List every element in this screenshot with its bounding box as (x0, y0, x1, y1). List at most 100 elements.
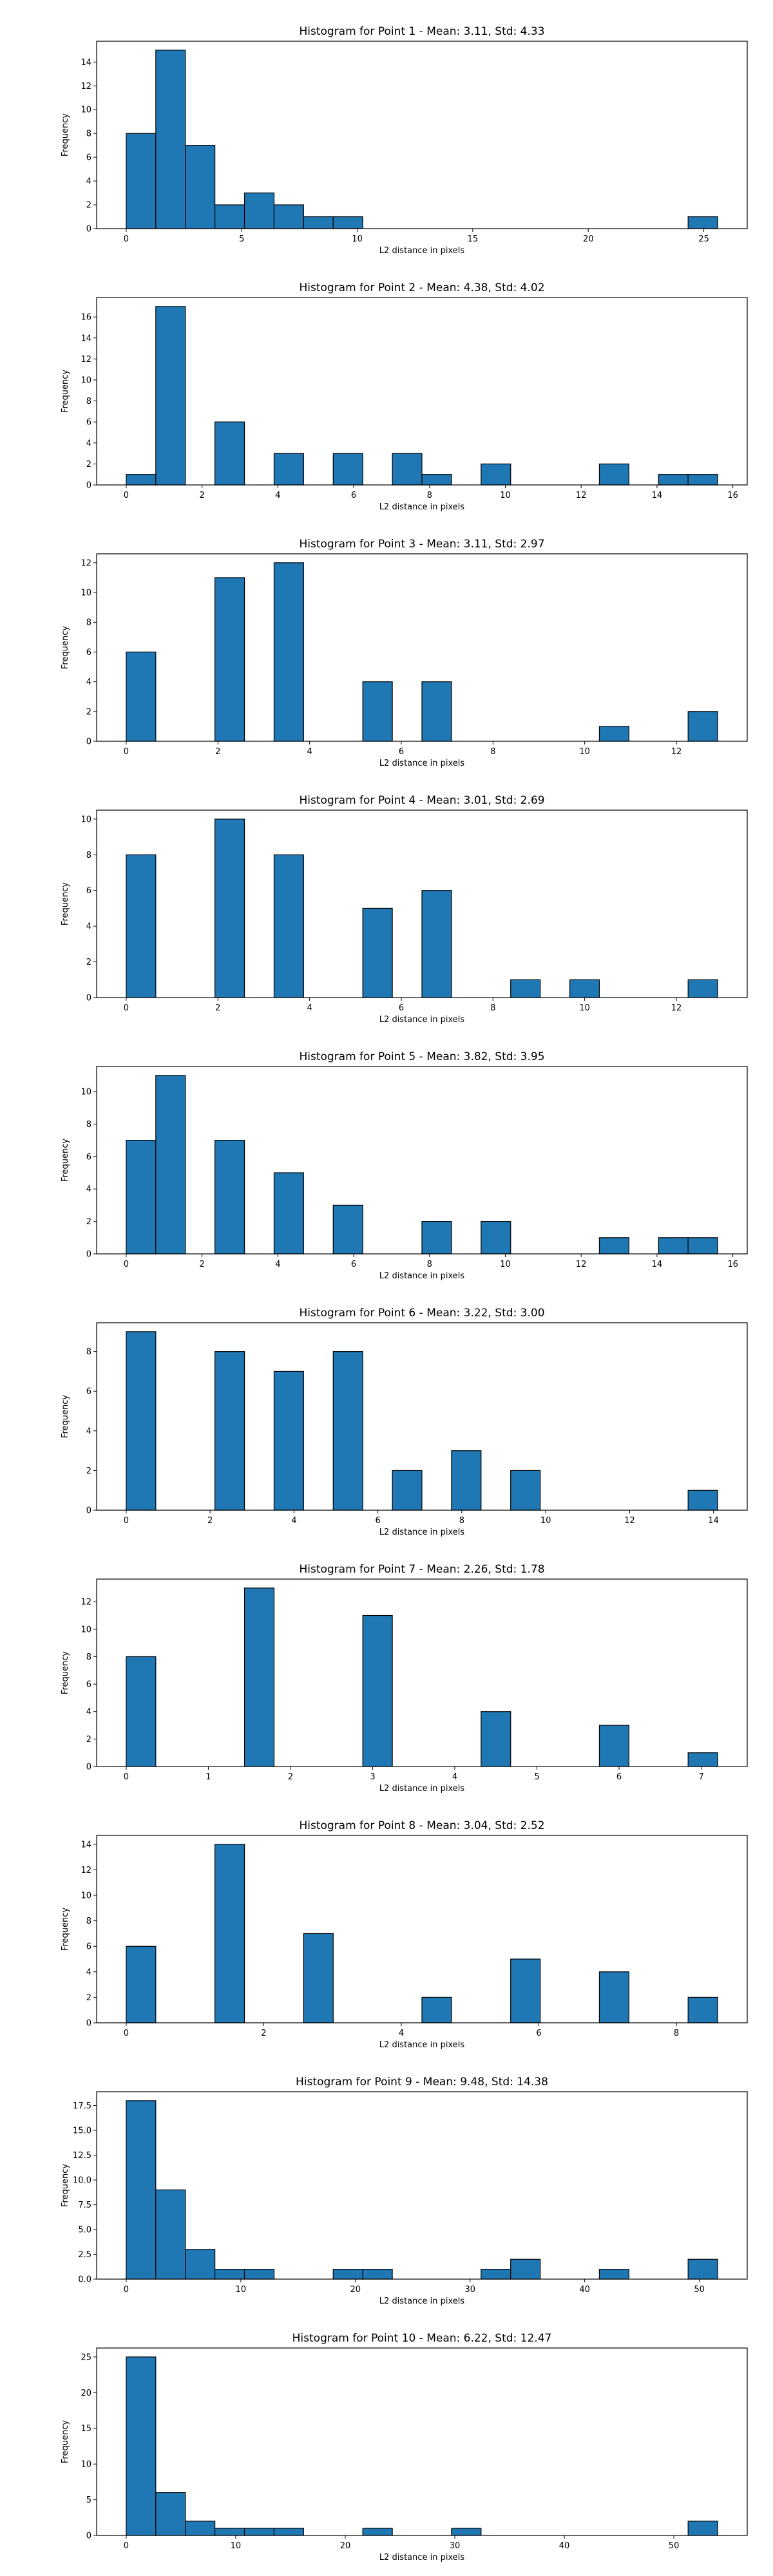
y-axis-label: Frequency (61, 626, 70, 669)
x-tick-label: 10 (500, 491, 511, 500)
histogram-bar (126, 133, 157, 229)
chart-title: Histogram for Point 6 - Mean: 3.22, Std:… (299, 1307, 544, 1320)
y-tick-label: 0 (86, 481, 91, 491)
plot-frame (96, 297, 748, 486)
x-tick-label: 40 (579, 2285, 590, 2295)
histogram-bar (273, 453, 304, 486)
histogram-bar (273, 1370, 304, 1511)
plot-frame (96, 1322, 748, 1511)
histogram-bar (510, 2259, 541, 2280)
x-tick-label: 6 (399, 747, 404, 757)
x-tick-label: 4 (307, 747, 312, 757)
y-tick-label: 0 (86, 994, 91, 1003)
x-tick-label: 14 (652, 491, 663, 500)
histogram-bar (658, 1237, 689, 1255)
y-tick-label: 8 (86, 397, 91, 406)
x-axis-label: L2 distance in pixels (379, 1528, 465, 1537)
y-tick-label: 2 (86, 707, 91, 717)
histogram-bar (155, 2492, 186, 2536)
histogram-bar (481, 1221, 511, 1255)
x-tick-label: 20 (350, 2285, 361, 2295)
chart-title: Histogram for Point 1 - Mean: 3.11, Std:… (299, 25, 544, 38)
histogram-bar (126, 1656, 157, 1767)
histogram-bar (569, 979, 600, 998)
x-tick-label: 6 (351, 491, 356, 500)
histogram-bar (332, 2269, 363, 2280)
histogram-bar (362, 1615, 393, 1767)
y-tick-label: 0 (86, 1250, 91, 1260)
plot-frame (96, 1578, 748, 1767)
x-tick-label: 10 (540, 1516, 551, 1526)
y-tick-label: 8 (86, 1917, 91, 1926)
histogram-bar (126, 854, 157, 998)
histogram-bar (598, 2269, 629, 2280)
y-tick-label: 14 (81, 1840, 91, 1850)
histogram-bar (215, 819, 245, 998)
y-axis-label: Frequency (61, 1395, 70, 1438)
y-tick-label: 12 (81, 558, 91, 568)
y-tick-label: 5.0 (78, 2226, 91, 2235)
x-tick-label: 10 (236, 2285, 247, 2295)
x-tick-label: 0 (124, 747, 129, 757)
y-tick-label: 8 (86, 129, 91, 139)
chart-title: Histogram for Point 3 - Mean: 3.11, Std:… (299, 538, 544, 551)
histogram-bar (481, 1711, 511, 1767)
histogram-bar (185, 2521, 216, 2536)
chart-panel-7: Histogram for Point 7 - Mean: 2.26, Std:… (61, 1563, 748, 1794)
x-tick-label: 4 (399, 2029, 404, 2038)
x-tick-label: 14 (708, 1516, 719, 1526)
histogram-bar (421, 1221, 452, 1255)
y-tick-label: 15.0 (73, 2126, 91, 2136)
histogram-bar (273, 204, 304, 229)
y-tick-label: 0 (86, 737, 91, 747)
histogram-bar (687, 216, 718, 229)
x-tick-label: 8 (674, 2029, 679, 2038)
x-tick-label: 2 (207, 1516, 213, 1526)
y-tick-label: 8 (86, 1653, 91, 1662)
x-tick-label: 4 (291, 1516, 296, 1526)
chart-panel-9: Histogram for Point 9 - Mean: 9.48, Std:… (61, 2076, 748, 2306)
histogram-bar (598, 726, 629, 742)
y-tick-label: 4 (86, 1426, 91, 1436)
y-tick-label: 2 (86, 201, 91, 211)
x-tick-label: 0 (124, 2029, 129, 2038)
x-tick-label: 12 (624, 1516, 635, 1526)
histogram-bar (185, 145, 216, 229)
y-tick-label: 0 (86, 1506, 91, 1516)
histogram-bar (303, 1933, 334, 2023)
chart-title: Histogram for Point 2 - Mean: 4.38, Std:… (299, 281, 544, 294)
chart-title: Histogram for Point 7 - Mean: 2.26, Std:… (299, 1563, 544, 1576)
histogram-bar (273, 2528, 304, 2536)
histogram-bar (687, 2521, 718, 2536)
histogram-bar (687, 1237, 718, 1255)
x-tick-label: 30 (464, 2285, 475, 2295)
y-tick-label: 0.0 (78, 2275, 91, 2285)
y-axis-label: Frequency (61, 1139, 70, 1182)
histogram-bar (243, 2528, 275, 2536)
histogram-bar (126, 651, 157, 742)
histogram-bar (598, 1971, 629, 2023)
y-tick-label: 6 (86, 1680, 91, 1690)
y-tick-label: 6 (86, 1152, 91, 1162)
x-axis-label: L2 distance in pixels (379, 2553, 465, 2562)
x-tick-label: 0 (124, 1772, 129, 1782)
histogram-bar (215, 577, 245, 742)
x-tick-label: 0 (124, 1260, 129, 1269)
histogram-bar (243, 1587, 275, 1767)
y-tick-label: 10 (81, 2460, 91, 2470)
y-tick-label: 7.5 (78, 2201, 91, 2210)
y-tick-label: 4 (86, 1185, 91, 1195)
x-tick-label: 3 (370, 1772, 375, 1782)
histogram-bar (185, 2249, 216, 2280)
histogram-bar (303, 216, 334, 229)
x-axis-label: L2 distance in pixels (379, 2297, 465, 2306)
histogram-bar (598, 463, 629, 486)
y-tick-label: 14 (81, 334, 91, 343)
x-tick-label: 4 (275, 491, 280, 500)
y-tick-label: 12 (81, 82, 91, 91)
histogram-bar (481, 463, 511, 486)
histogram-bar (155, 1075, 186, 1255)
chart-title: Histogram for Point 8 - Mean: 3.04, Std:… (299, 1819, 544, 1832)
x-tick-label: 14 (652, 1260, 663, 1269)
x-tick-label: 40 (559, 2541, 570, 2551)
